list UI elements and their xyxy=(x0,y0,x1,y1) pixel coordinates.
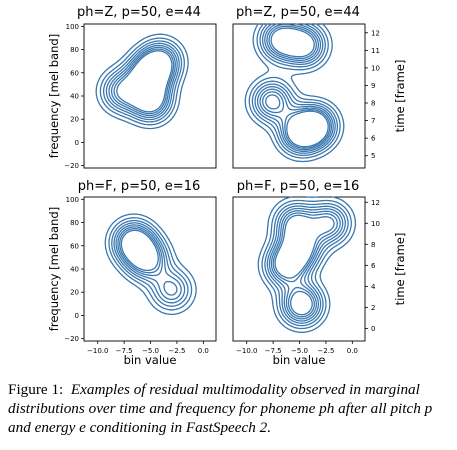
y-tick-label: 7 xyxy=(371,117,375,125)
contour-line xyxy=(102,40,183,123)
contour-line xyxy=(262,25,331,149)
contour-line xyxy=(248,23,341,159)
y-tick-label: 60 xyxy=(70,69,79,77)
xlabel-bottom-right: bin value xyxy=(273,353,326,367)
contour-set xyxy=(104,213,197,316)
contour-line xyxy=(268,207,344,322)
ylabel-top-right: time [frame] xyxy=(393,60,407,133)
contour-line xyxy=(111,219,189,307)
ylabel-bottom-right: time [frame] xyxy=(393,233,407,306)
contour-line xyxy=(251,23,339,157)
contour-line xyxy=(257,196,357,333)
contour-line xyxy=(256,23,334,153)
contour-set xyxy=(95,33,189,130)
y-tick-label: 8 xyxy=(371,100,375,108)
y-tick-label: 0 xyxy=(75,139,79,147)
y-tick-label: −20 xyxy=(64,162,79,170)
contour-line xyxy=(104,213,197,316)
contour-line xyxy=(108,217,193,311)
panel-bottom-left: ph=F, p=50, e=16 xyxy=(78,179,217,342)
y-tick-label: 12 xyxy=(371,199,380,207)
contour-line xyxy=(99,37,185,126)
axis-ticks: 100806040200−20100806040200−201211109876… xyxy=(64,23,380,355)
panel-title-top-right: ph=Z, p=50, e=44 xyxy=(236,5,360,20)
y-tick-label: 80 xyxy=(70,46,79,54)
y-tick-label: 10 xyxy=(371,64,380,72)
y-tick-label: 60 xyxy=(70,242,79,250)
contour-line xyxy=(266,205,346,324)
y-tick-label: 10 xyxy=(371,220,380,228)
contour-line xyxy=(120,229,159,272)
x-tick-label: −10.0 xyxy=(87,347,108,355)
contour-line xyxy=(95,33,189,130)
x-tick-label: 0.0 xyxy=(347,347,358,355)
panel-top-left: ph=Z, p=50, e=44 xyxy=(77,5,217,169)
y-tick-label: 0 xyxy=(371,325,375,333)
contour-line xyxy=(117,226,178,296)
y-tick-label: 100 xyxy=(66,23,79,31)
x-tick-label: −5.0 xyxy=(142,347,159,355)
y-tick-label: 0 xyxy=(75,312,79,320)
contour-set xyxy=(257,196,357,333)
contour-line xyxy=(113,48,175,115)
contour-line xyxy=(110,46,176,117)
caption-label: Figure 1: xyxy=(8,381,64,398)
y-tick-label: 6 xyxy=(371,135,376,143)
contour-line xyxy=(108,44,178,119)
panel-title-bottom-right: ph=F, p=50, e=16 xyxy=(237,179,360,194)
panel-title-top-left: ph=Z, p=50, e=44 xyxy=(77,5,201,20)
y-tick-label: 20 xyxy=(70,289,79,297)
contour-line xyxy=(264,202,349,327)
x-tick-label: 0.0 xyxy=(198,347,209,355)
contour-line xyxy=(115,224,182,301)
y-tick-label: 40 xyxy=(70,93,79,101)
contour-line xyxy=(261,199,352,330)
y-tick-label: 5 xyxy=(371,152,375,160)
contour-line xyxy=(119,227,161,274)
contour-line xyxy=(116,50,173,113)
contour-line xyxy=(105,42,180,121)
y-tick-label: 9 xyxy=(371,82,375,90)
panel-top-right: ph=Z, p=50, e=44 xyxy=(232,5,366,169)
y-tick-label: 80 xyxy=(70,219,79,227)
contour-line xyxy=(113,222,186,304)
x-tick-label: −2.5 xyxy=(168,347,185,355)
panel-frame xyxy=(232,196,366,342)
y-tick-label: 20 xyxy=(70,116,79,124)
y-tick-label: 8 xyxy=(371,241,375,249)
xlabel-bottom-left: bin value xyxy=(124,353,177,367)
x-tick-label: −5.0 xyxy=(291,347,308,355)
y-tick-label: 100 xyxy=(66,196,79,204)
contour-line xyxy=(274,214,335,316)
contour-line xyxy=(254,23,336,154)
contour-line xyxy=(272,212,338,318)
figure: ph=Z, p=50, e=44 ph=Z, p=50, e=44 ph=F, … xyxy=(47,5,407,367)
y-tick-label: −20 xyxy=(64,335,79,343)
y-tick-label: 4 xyxy=(371,283,376,291)
x-tick-label: −2.5 xyxy=(317,347,334,355)
x-tick-label: −10.0 xyxy=(236,347,257,355)
y-tick-label: 40 xyxy=(70,266,79,274)
contour-line xyxy=(270,210,341,320)
panel-bottom-right: ph=F, p=50, e=16 xyxy=(232,179,366,342)
caption-text: Examples of residual multimodality obser… xyxy=(8,381,433,436)
ylabel-top-left: frequency [mel band] xyxy=(47,34,61,158)
contour-line xyxy=(244,23,345,163)
panel-title-bottom-left: ph=F, p=50, e=16 xyxy=(78,179,201,194)
y-tick-label: 12 xyxy=(371,29,380,37)
figure-caption: Figure 1: Examples of residual multimoda… xyxy=(8,380,453,437)
contour-line xyxy=(259,23,333,151)
contour-set xyxy=(244,23,345,163)
y-tick-label: 6 xyxy=(371,262,376,270)
y-tick-label: 11 xyxy=(371,47,380,55)
contour-line xyxy=(265,27,329,148)
y-tick-label: 2 xyxy=(371,304,375,312)
x-tick-label: −7.5 xyxy=(116,347,133,355)
x-tick-label: −7.5 xyxy=(265,347,282,355)
ylabel-bottom-left: frequency [mel band] xyxy=(47,207,61,331)
